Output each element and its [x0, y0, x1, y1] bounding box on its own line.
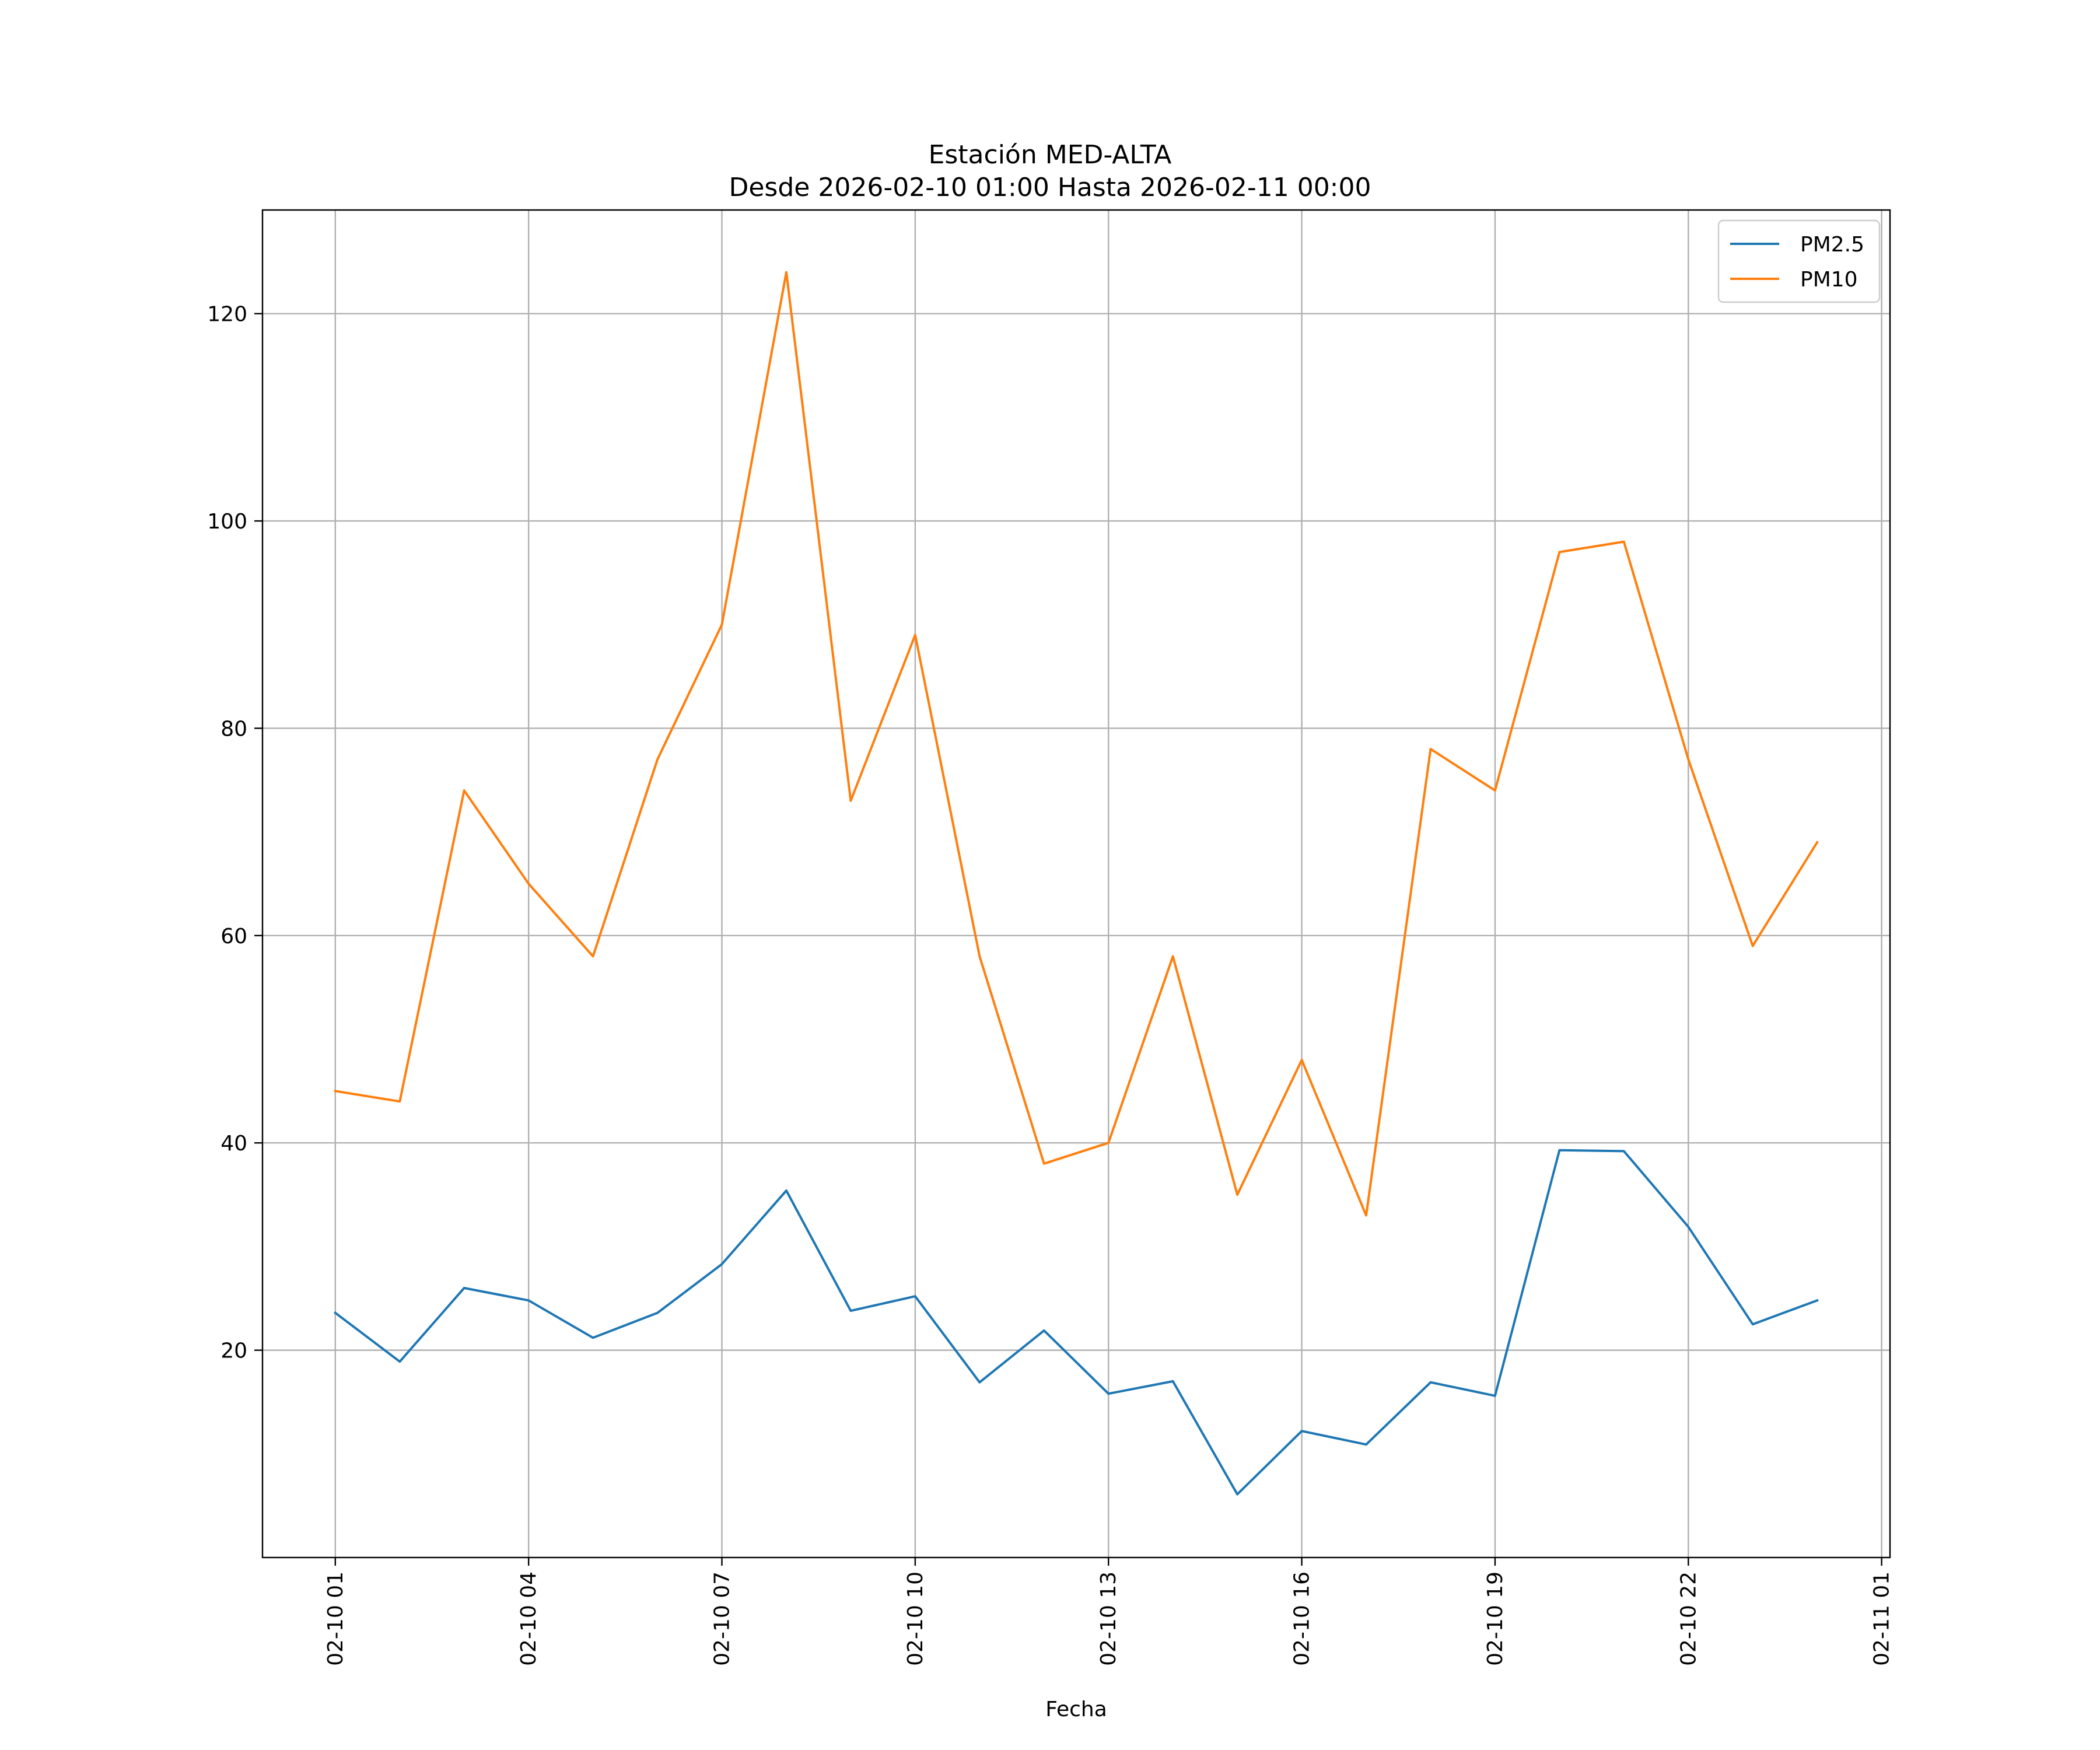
legend-frame — [1717, 219, 1881, 303]
x-tick-label: 02-10 04 — [517, 1572, 541, 1666]
chart-subtitle: Desde 2026-02-10 01:00 Hasta 2026-02-11 … — [729, 173, 1371, 202]
y-tick-label: 100 — [207, 510, 247, 534]
y-axis-ticks: 20 40 60 80 100 120 — [207, 303, 262, 1363]
legend: PM2.5 PM10 — [1717, 219, 1881, 303]
grid — [262, 210, 1890, 1558]
y-tick-label: 60 — [220, 925, 247, 949]
legend-label: PM2.5 — [1800, 233, 1864, 257]
x-axis-ticks: 02-10 01 02-10 04 02-10 07 02-10 10 02-10 13… — [324, 1558, 1894, 1666]
x-tick-label: 02-10 16 — [1290, 1572, 1314, 1666]
y-tick-label: 120 — [207, 303, 247, 327]
y-tick-label: 40 — [220, 1132, 247, 1156]
series-line-pm10 — [334, 271, 1819, 1217]
plot-area-frame — [261, 209, 1891, 1559]
x-axis-label: Fecha — [1045, 1698, 1107, 1721]
series-lines — [333, 271, 1819, 1496]
series-line-pm2-5 — [333, 1149, 1819, 1496]
x-tick-label: 02-10 07 — [710, 1572, 734, 1666]
y-tick-label: 20 — [220, 1339, 247, 1363]
x-tick-label: 02-10 19 — [1483, 1572, 1507, 1666]
x-tick-label: 02-10 22 — [1676, 1572, 1700, 1666]
x-tick-label: 02-11 01 — [1870, 1572, 1894, 1666]
x-tick-label: 02-10 13 — [1097, 1572, 1121, 1666]
legend-label: PM10 — [1800, 268, 1858, 292]
y-tick-label: 80 — [220, 717, 247, 741]
x-tick-label: 02-10 01 — [324, 1572, 348, 1666]
chart-title: Estación MED-ALTA — [929, 140, 1172, 170]
x-tick-label: 02-10 10 — [904, 1572, 928, 1666]
